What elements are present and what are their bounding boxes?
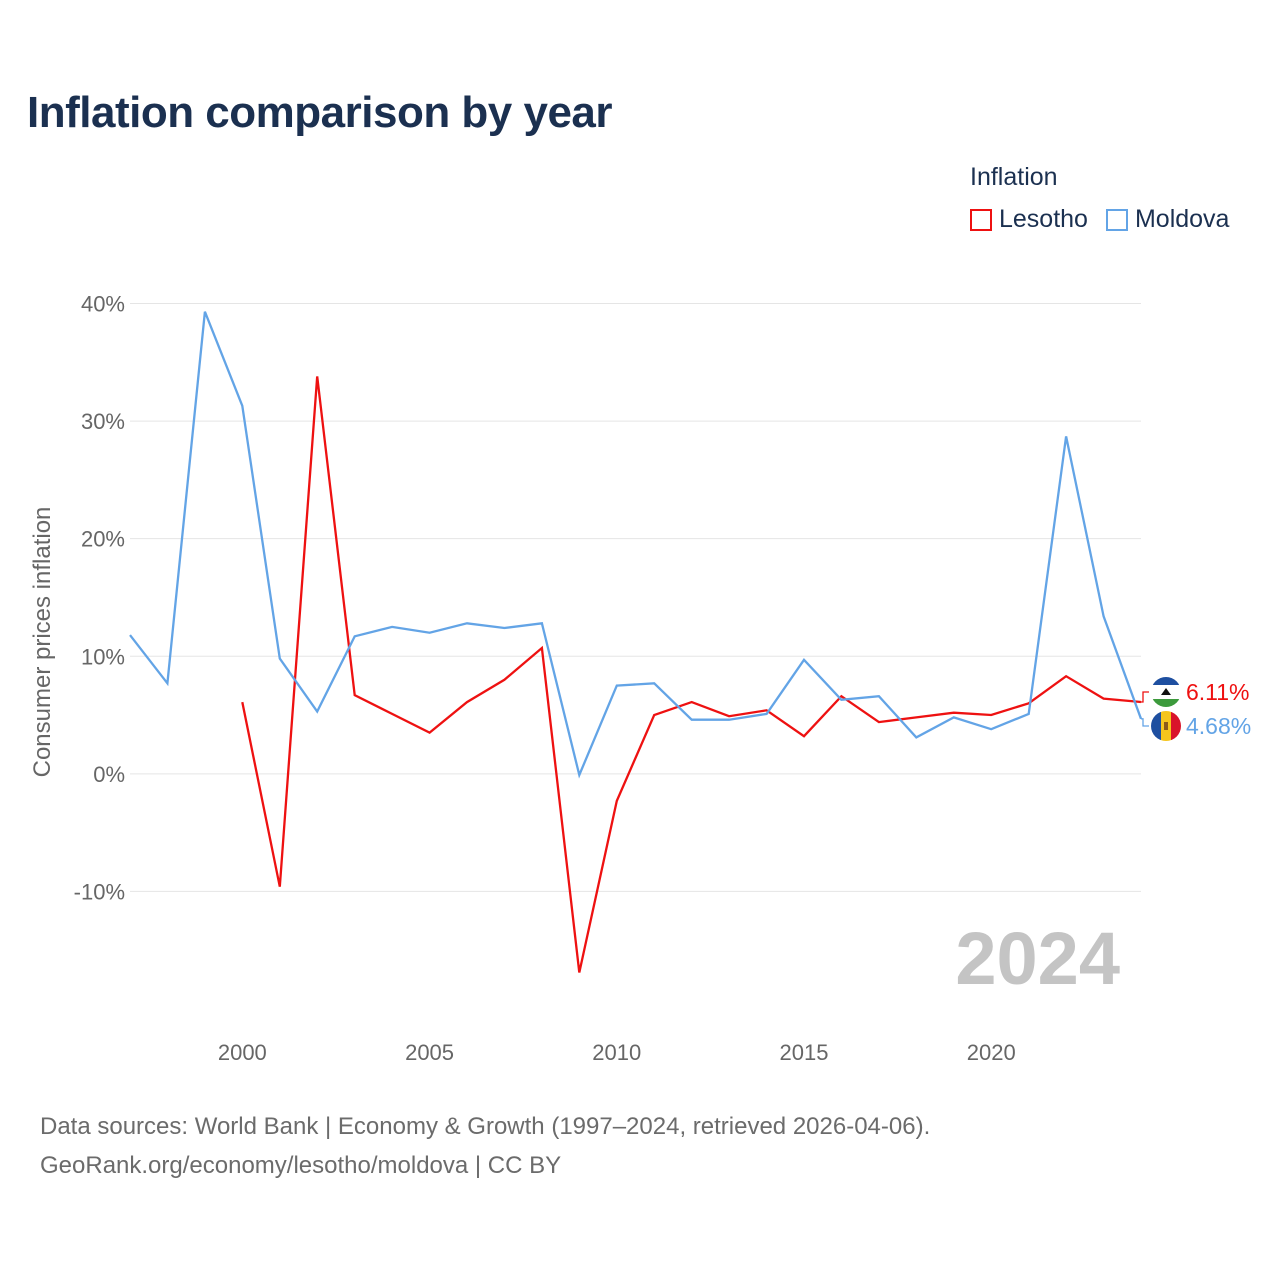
- y-axis-ticks: 40% 30% 20% 10% 0% -10%: [74, 292, 125, 905]
- series-lines: [129, 311, 1143, 973]
- legend-title: Inflation: [970, 163, 1058, 191]
- y-tick-label: -10%: [74, 879, 125, 904]
- series-line-moldova[interactable]: [129, 311, 1143, 779]
- y-tick-label: 30%: [81, 409, 125, 434]
- y-tick-label: 40%: [81, 292, 125, 317]
- end-connector: [1141, 718, 1149, 727]
- grid-lines: [130, 303, 1141, 892]
- x-tick-label: 2005: [405, 1040, 454, 1065]
- x-axis-ticks: 2000 2005 2010 2015 2020: [218, 1040, 1016, 1065]
- legend: Lesotho Moldova: [970, 205, 1247, 234]
- end-connector: [1141, 691, 1149, 703]
- end-label-lesotho: 6.11%: [1186, 679, 1250, 705]
- legend-item-lesotho[interactable]: Lesotho: [970, 205, 1088, 234]
- y-tick-label: 0%: [93, 762, 125, 787]
- x-tick-label: 2015: [780, 1040, 829, 1065]
- legend-label-moldova: Moldova: [1134, 205, 1230, 233]
- legend-swatch-lesotho: [970, 208, 992, 231]
- y-axis-label: Consumer prices inflation: [29, 507, 56, 778]
- end-label-moldova: 4.68%: [1186, 713, 1251, 739]
- y-tick-label: 10%: [81, 644, 125, 669]
- chart-title: Inflation comparison by year: [27, 88, 613, 137]
- lesotho-flag-icon: [1151, 677, 1181, 707]
- moldova-flag-icon: [1151, 711, 1181, 741]
- end-labels: 6.11% 4.68%: [1141, 677, 1251, 741]
- y-tick-label: 20%: [81, 527, 125, 552]
- x-tick-label: 2020: [967, 1040, 1016, 1065]
- legend-swatch-moldova: [1105, 208, 1128, 231]
- x-tick-label: 2000: [218, 1040, 267, 1065]
- footer: Data sources: World Bank | Economy & Gro…: [40, 1107, 930, 1185]
- source-note: Data sources: World Bank | Economy & Gro…: [40, 1113, 931, 1140]
- legend-item-moldova[interactable]: Moldova: [1105, 205, 1230, 234]
- year-watermark: 2024: [955, 917, 1120, 1000]
- source-link[interactable]: GeoRank.org/economy/lesotho/moldova | CC…: [40, 1152, 562, 1179]
- x-tick-label: 2010: [592, 1040, 641, 1065]
- legend-label-lesotho: Lesotho: [999, 205, 1088, 233]
- line-chart: 40%30%20%10%0%-10% 2000 2005 2010 2015 2020 …: [29, 292, 1251, 1066]
- series-line-lesotho[interactable]: [241, 376, 1142, 973]
